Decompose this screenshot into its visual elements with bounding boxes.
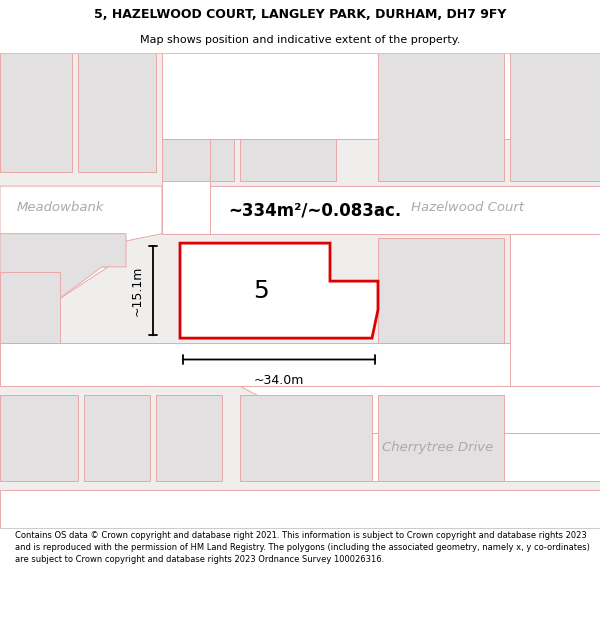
Polygon shape [240,386,600,433]
Polygon shape [162,186,600,234]
Text: Hazelwood Court: Hazelwood Court [412,201,524,214]
Polygon shape [78,53,156,172]
Polygon shape [0,53,600,528]
Polygon shape [378,395,504,481]
Polygon shape [180,243,378,338]
Text: Contains OS data © Crown copyright and database right 2021. This information is : Contains OS data © Crown copyright and d… [15,531,590,564]
Text: 5, HAZELWOOD COURT, LANGLEY PARK, DURHAM, DH7 9FY: 5, HAZELWOOD COURT, LANGLEY PARK, DURHAM… [94,8,506,21]
Polygon shape [84,395,150,481]
Text: ~334m²/~0.083ac.: ~334m²/~0.083ac. [228,201,401,219]
Polygon shape [510,53,600,181]
Polygon shape [210,139,234,181]
Polygon shape [510,234,600,386]
Polygon shape [162,139,234,181]
Polygon shape [0,272,60,343]
Polygon shape [162,139,210,234]
Polygon shape [240,139,336,181]
Polygon shape [156,395,222,481]
Text: Meadowbank: Meadowbank [16,201,104,214]
Polygon shape [0,234,126,343]
Polygon shape [0,267,108,338]
Polygon shape [0,267,36,338]
Polygon shape [0,186,162,267]
Text: Map shows position and indicative extent of the property.: Map shows position and indicative extent… [140,35,460,45]
Polygon shape [0,490,600,528]
Text: ~34.0m: ~34.0m [254,374,304,387]
Polygon shape [0,53,72,172]
Polygon shape [378,53,504,181]
Text: Cherrytree Drive: Cherrytree Drive [382,441,494,454]
Polygon shape [240,395,372,481]
Polygon shape [0,395,78,481]
Text: ~15.1m: ~15.1m [131,266,144,316]
Polygon shape [162,53,600,139]
Polygon shape [0,343,600,386]
Text: 5: 5 [253,279,269,302]
Polygon shape [330,433,600,481]
Polygon shape [378,238,504,343]
